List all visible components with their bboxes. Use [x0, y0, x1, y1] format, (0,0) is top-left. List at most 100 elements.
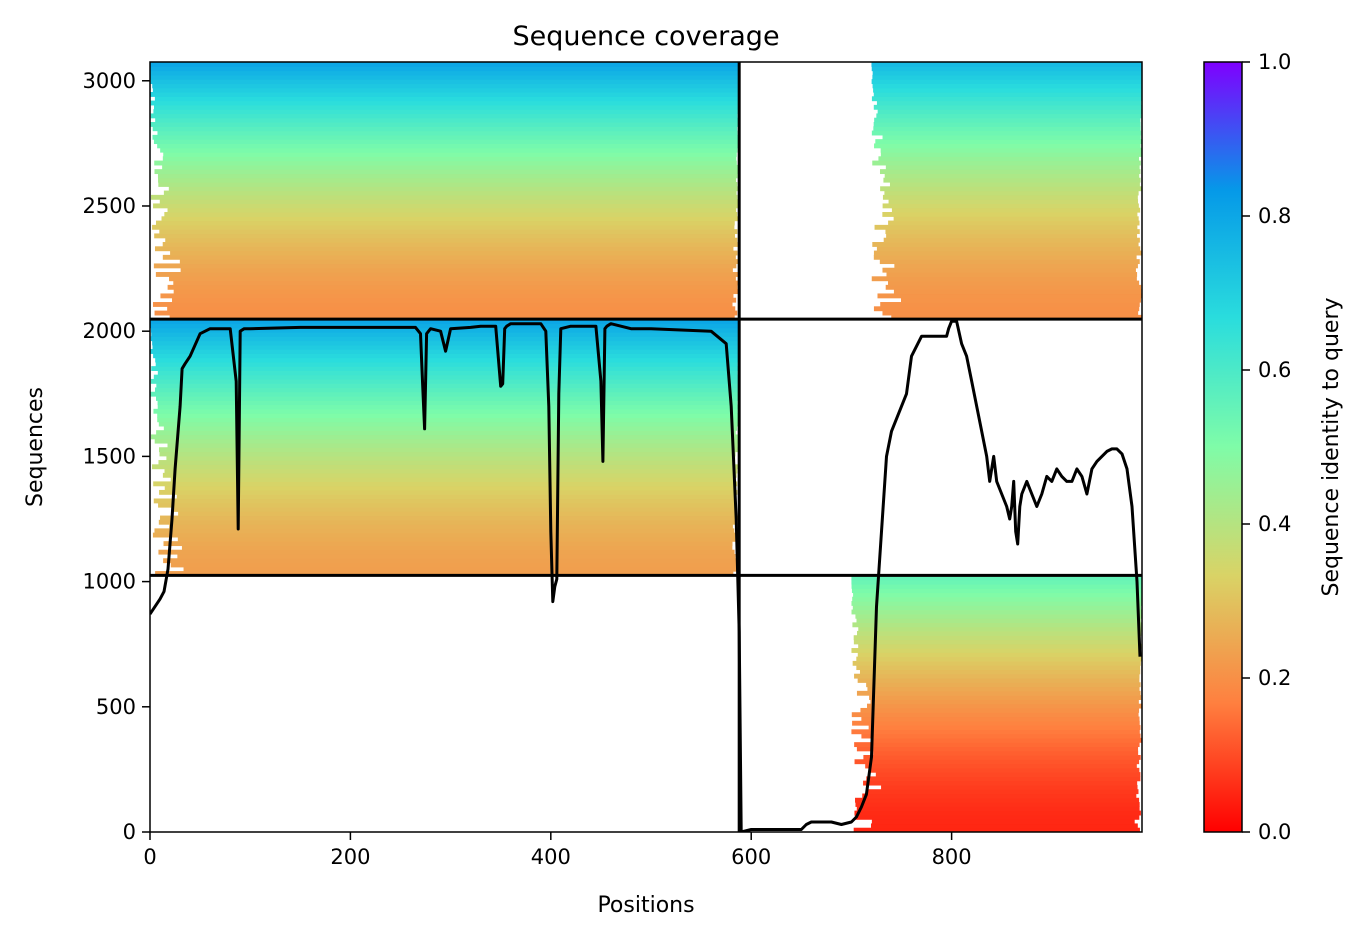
- heatmap-band: [152, 224, 735, 230]
- heatmap-band: [870, 699, 1139, 705]
- heatmap-band: [153, 374, 739, 380]
- heatmap-band: [167, 306, 736, 312]
- heatmap-band: [863, 755, 1141, 760]
- heatmap-band: [152, 532, 738, 538]
- heatmap-band: [167, 284, 738, 290]
- x-tick-label: 600: [731, 845, 771, 869]
- heatmap-band: [867, 789, 1139, 795]
- heatmap-band: [157, 404, 739, 410]
- heatmap-band: [150, 327, 739, 333]
- heatmap-band: [861, 716, 1140, 722]
- heatmap-band: [873, 250, 1142, 256]
- heatmap-band: [152, 87, 739, 93]
- heatmap-band: [851, 729, 1140, 735]
- heatmap-band: [888, 220, 1140, 226]
- heatmap-band: [859, 669, 1141, 675]
- heatmap-band: [150, 92, 740, 97]
- heatmap-band: [855, 613, 1142, 619]
- x-tick-label: 200: [330, 845, 370, 869]
- heatmap-band: [167, 207, 737, 213]
- heatmap-band: [873, 750, 1139, 756]
- colorbar-tick-label: 0.8: [1258, 204, 1291, 228]
- heatmap-band: [154, 160, 737, 166]
- heatmap-band: [155, 272, 739, 277]
- heatmap-band: [862, 793, 1137, 799]
- heatmap-band: [160, 293, 734, 299]
- heatmap-band: [873, 122, 1141, 127]
- heatmap-band: [163, 190, 737, 196]
- heatmap-band: [155, 571, 734, 576]
- heatmap-band: [150, 70, 740, 76]
- heatmap-band: [879, 169, 1141, 175]
- colorbar-tick-label: 1.0: [1258, 50, 1291, 74]
- heatmap-band: [900, 297, 1141, 303]
- colorbar-tick-label: 0.4: [1258, 512, 1291, 536]
- heatmap-band: [882, 310, 1139, 316]
- heatmap-band: [154, 438, 739, 444]
- heatmap-band: [856, 656, 1142, 662]
- heatmap-band: [153, 203, 739, 209]
- heatmap-band: [152, 126, 738, 132]
- heatmap-band: [867, 703, 1142, 709]
- heatmap-band: [854, 814, 1140, 820]
- heatmap-band: [150, 66, 740, 72]
- heatmap-band: [164, 485, 737, 491]
- heatmap-band: [164, 468, 738, 474]
- heatmap-band: [886, 233, 1138, 239]
- heatmap-band: [860, 707, 1140, 713]
- heatmap-band: [150, 391, 739, 397]
- heatmap-band: [172, 297, 737, 303]
- heatmap-band: [151, 331, 740, 337]
- heatmap-band: [170, 250, 738, 256]
- heatmap-band: [891, 207, 1141, 213]
- heatmap-band: [878, 156, 1140, 162]
- heatmap-band: [158, 421, 740, 427]
- heatmap-band: [152, 464, 739, 470]
- heatmap-band: [872, 74, 1142, 80]
- y-tick-label: 3000: [83, 69, 136, 93]
- heatmap-band: [150, 79, 739, 85]
- x-tick-label: 800: [932, 845, 972, 869]
- heatmap-band: [151, 194, 738, 200]
- heatmap-band: [856, 806, 1140, 812]
- heatmap-band: [162, 242, 738, 247]
- heatmap-band: [856, 690, 1141, 696]
- heatmap-band: [873, 87, 1142, 93]
- heatmap-band: [863, 780, 1138, 786]
- heatmap-band: [869, 695, 1142, 700]
- heatmap-band: [173, 280, 739, 286]
- heatmap-band: [152, 302, 733, 307]
- heatmap-band: [853, 635, 1141, 641]
- heatmap-band: [162, 254, 736, 260]
- y-tick-label: 1500: [83, 444, 136, 468]
- heatmap-band: [170, 562, 738, 568]
- heatmap-band: [861, 733, 1141, 739]
- heatmap-band: [150, 323, 740, 329]
- heatmap-band: [150, 74, 740, 80]
- heatmap-band: [163, 558, 738, 564]
- heatmap-band: [882, 267, 1136, 273]
- heatmap-band: [851, 609, 1142, 615]
- heatmap-band: [851, 583, 1142, 589]
- heatmap-band: [858, 643, 1142, 649]
- heatmap-band: [173, 289, 739, 295]
- coverage-block: [150, 62, 740, 320]
- x-axis-label: Positions: [597, 893, 694, 918]
- heatmap-band: [880, 147, 1142, 153]
- heatmap-band: [851, 588, 1142, 594]
- heatmap-band: [157, 370, 738, 376]
- x-axis-ticks: 0 200 400 600 800: [143, 832, 972, 869]
- heatmap-band: [891, 314, 1142, 320]
- heatmap-band: [157, 143, 740, 149]
- heatmap-band: [169, 524, 733, 529]
- heatmap-band: [159, 489, 738, 495]
- heatmap-band: [852, 596, 1142, 602]
- heatmap-band: [853, 592, 1142, 598]
- heatmap-band: [159, 451, 736, 457]
- heatmap-band: [870, 823, 1138, 829]
- heatmap-band: [888, 280, 1140, 286]
- heatmap-band: [873, 126, 1141, 132]
- heatmap-band: [883, 177, 1141, 183]
- heatmap-band: [874, 224, 1138, 230]
